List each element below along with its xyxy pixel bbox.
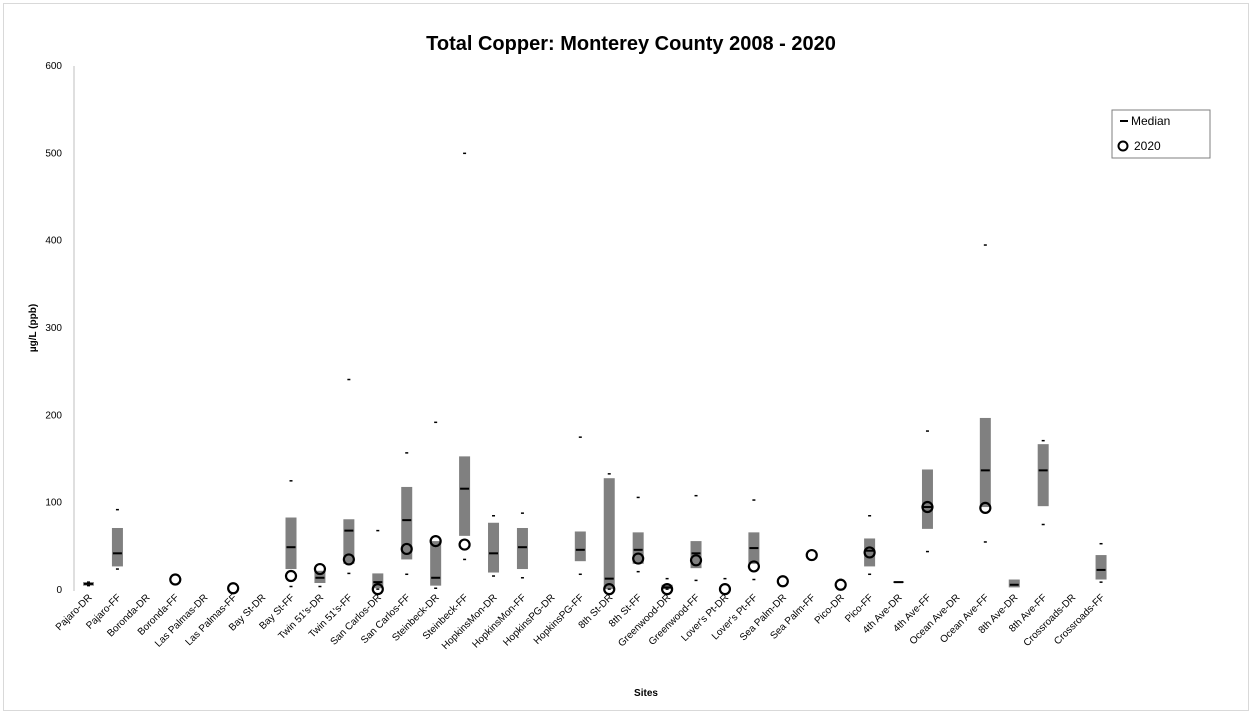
- point-2020: [400, 542, 413, 556]
- iqr-box: [343, 519, 355, 564]
- point-2020: [921, 500, 934, 514]
- chart-marks: [83, 152, 1107, 596]
- x-axis-label: Sites: [634, 688, 658, 699]
- point-2020: [834, 578, 847, 591]
- legend-2020-swatch: [1117, 140, 1129, 152]
- legend-2020-label: 2020: [1134, 139, 1161, 153]
- point-2020: [718, 583, 732, 596]
- iqr-box: [459, 456, 471, 536]
- y-axis-label: µg/L (ppb): [28, 304, 39, 352]
- point-2020: [805, 548, 818, 562]
- point-2020: [776, 575, 789, 588]
- chart-title: Total Copper: Monterey County 2008 - 202…: [426, 33, 836, 55]
- iqr-box: [430, 541, 442, 586]
- point-2020: [169, 573, 182, 586]
- x-tick-label: Ocean Ave-DR: [908, 592, 963, 647]
- iqr-box: [1008, 579, 1020, 588]
- x-tick-label: Crossroads-FF: [1052, 592, 1107, 647]
- iqr-box: [921, 469, 933, 529]
- point-2020: [747, 560, 760, 573]
- point-2020: [632, 552, 645, 565]
- x-tick-label: San Carlos-DR: [329, 592, 384, 647]
- point-2020: [313, 562, 327, 576]
- y-tick-label: 200: [45, 410, 62, 421]
- y-tick-label: 500: [45, 148, 62, 159]
- legend: Median 2020: [1111, 109, 1211, 159]
- point-2020: [371, 583, 384, 596]
- iqr-box: [516, 527, 528, 570]
- iqr-box: [574, 531, 586, 562]
- x-tick-label: Las Palmas-FF: [184, 592, 240, 648]
- y-tick-label: 600: [45, 61, 62, 72]
- iqr-box: [864, 538, 876, 567]
- iqr-box: [632, 532, 644, 564]
- point-2020: [342, 553, 355, 566]
- iqr-box: [401, 486, 413, 560]
- point-2020: [979, 501, 992, 515]
- point-2020: [863, 546, 876, 559]
- iqr-box: [1037, 444, 1049, 507]
- x-tick-label: HopkinsPG-DR: [501, 592, 557, 648]
- point-2020: [660, 583, 674, 596]
- y-tick-label: 400: [45, 236, 62, 247]
- y-tick-label: 0: [56, 585, 62, 596]
- iqr-box: [1095, 555, 1107, 580]
- point-2020: [458, 538, 471, 551]
- x-ticks: Pajaro-DRPajaro-FFBoronda-DRBoronda-FFLa…: [54, 592, 1107, 652]
- iqr-box: [285, 517, 297, 570]
- iqr-box: [603, 478, 615, 590]
- y-tick-label: 100: [45, 498, 62, 509]
- x-tick-label: Pico-DR: [813, 592, 847, 626]
- iqr-box: [111, 527, 123, 567]
- point-2020: [227, 582, 240, 595]
- legend-median-label: Median: [1131, 114, 1170, 128]
- y-ticks: 0 100 200 300 400 500 600: [45, 61, 62, 596]
- point-2020: [603, 583, 616, 596]
- point-2020: [689, 554, 703, 567]
- iqr-box: [488, 522, 500, 573]
- iqr-box: [979, 417, 991, 508]
- chart-frame: [3, 3, 1249, 711]
- point-2020: [429, 534, 442, 548]
- iqr-box: [372, 573, 384, 589]
- x-tick-label: HopkinsPG-FF: [532, 592, 587, 647]
- legend-box: [1111, 109, 1211, 159]
- y-tick-label: 300: [45, 323, 62, 334]
- point-2020: [284, 569, 298, 583]
- x-tick-label: Greenwood-FF: [647, 592, 702, 647]
